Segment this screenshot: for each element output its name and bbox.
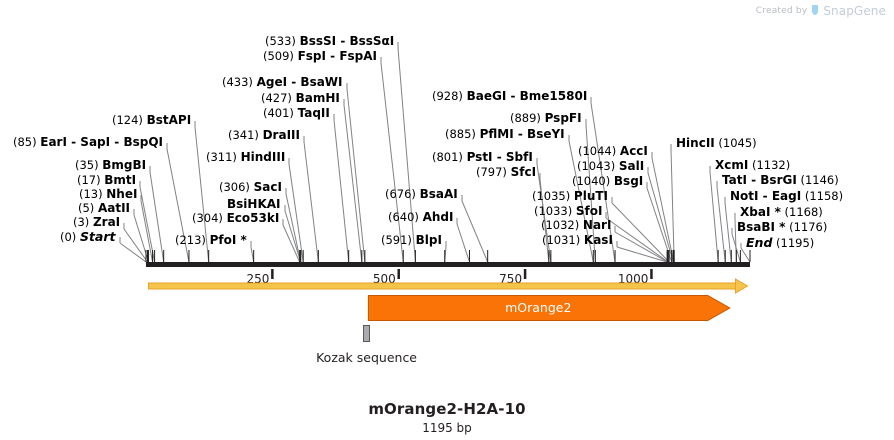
snapgene-brand-label: SnapGene [823,4,886,18]
leader-line [709,171,719,263]
leader-line [568,140,594,263]
leader-line [123,228,148,263]
leader-line [614,231,668,263]
leader-line [585,124,596,263]
kozak-sequence-marker[interactable] [363,325,370,342]
leader-line [611,202,670,263]
snapgene-credit: Created by SnapGene [756,4,886,18]
leader-line [139,186,156,263]
feature-arrow-morange2[interactable] [367,295,731,321]
leader-line [646,187,673,263]
leader-line [724,202,732,263]
leader-line [166,148,190,263]
leader-line [716,186,726,263]
leader-line [605,217,669,263]
leader-line [380,62,404,263]
leader-line [343,104,363,263]
page-title: mOrange2-H2A-10 [368,400,526,418]
leader-line [149,171,165,263]
leader-line [616,246,668,263]
created-by-label: Created by [755,6,808,16]
leader-line [536,163,552,263]
leader-line [194,126,210,263]
leader-line [647,172,674,263]
snapgene-logo-icon [811,4,819,18]
kozak-sequence-label: Kozak sequence [316,350,418,365]
leader-line [119,242,147,263]
leader-line [590,102,616,263]
feature-label-morange2: mOrange2 [505,300,572,315]
leader-line [303,141,319,263]
leader-line [282,224,301,263]
leader-line [333,119,350,263]
leader-line [731,233,741,263]
sequence-ruler [271,269,653,279]
leader-line [346,88,366,263]
page-subtitle: 1195 bp [422,421,472,435]
sequence-backbone [146,262,750,267]
leader-line [670,149,675,263]
feature-backbone-arrow[interactable] [148,278,749,294]
feature-arrow-layer [148,278,749,321]
leader-line [140,200,154,263]
leader-line [284,210,302,263]
leader-line [288,163,304,263]
leader-line [285,193,302,263]
leader-line [740,247,751,263]
leader-lines [119,42,751,263]
leader-line [397,47,416,263]
leader-line [651,157,675,263]
leader-line [461,200,489,263]
leader-line [456,223,470,263]
